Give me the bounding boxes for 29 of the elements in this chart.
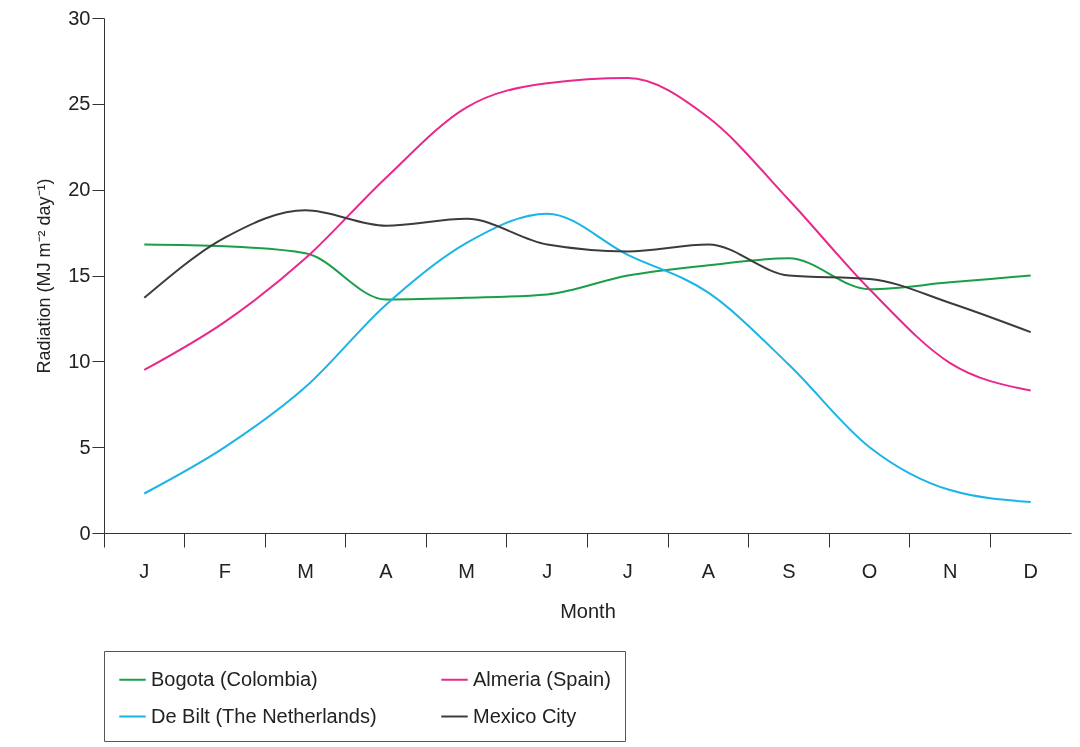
x-tick-label: F — [218, 559, 231, 582]
x-tick-label: S — [782, 559, 796, 582]
x-tick-label: O — [861, 559, 878, 582]
y-tick-label: 5 — [79, 435, 91, 458]
y-tick-label: 15 — [68, 264, 91, 286]
x-axis-title: Month — [560, 599, 616, 622]
legend-label: Almeria (Spain) — [473, 667, 611, 690]
y-tick-label: 20 — [68, 178, 91, 201]
legend-label: Bogota (Colombia) — [151, 667, 318, 690]
line-series — [143, 209, 1032, 334]
line-series — [143, 212, 1032, 504]
line-series — [143, 77, 1032, 392]
y-tick-label: 30 — [68, 6, 91, 29]
y-tick-label: 10 — [68, 349, 91, 372]
x-tick-label: M — [297, 559, 314, 582]
y-tick-label: 0 — [79, 521, 91, 544]
y-tick-label: 25 — [68, 92, 91, 115]
x-tick-label: J — [622, 559, 633, 582]
legend-label: Mexico City — [473, 704, 577, 727]
x-tick-label: A — [379, 559, 394, 582]
x-tick-label: J — [139, 559, 150, 582]
x-tick-label: J — [542, 559, 553, 582]
line-series — [143, 243, 1032, 301]
x-tick-label: N — [942, 559, 958, 582]
x-tick-label: D — [1023, 559, 1038, 582]
y-axis-title: Radiation (MJ m⁻² day⁻¹) — [34, 178, 55, 374]
legend-label: De Bilt (The Netherlands) — [151, 704, 377, 727]
x-tick-label: A — [701, 559, 716, 582]
x-tick-label: M — [458, 559, 475, 582]
